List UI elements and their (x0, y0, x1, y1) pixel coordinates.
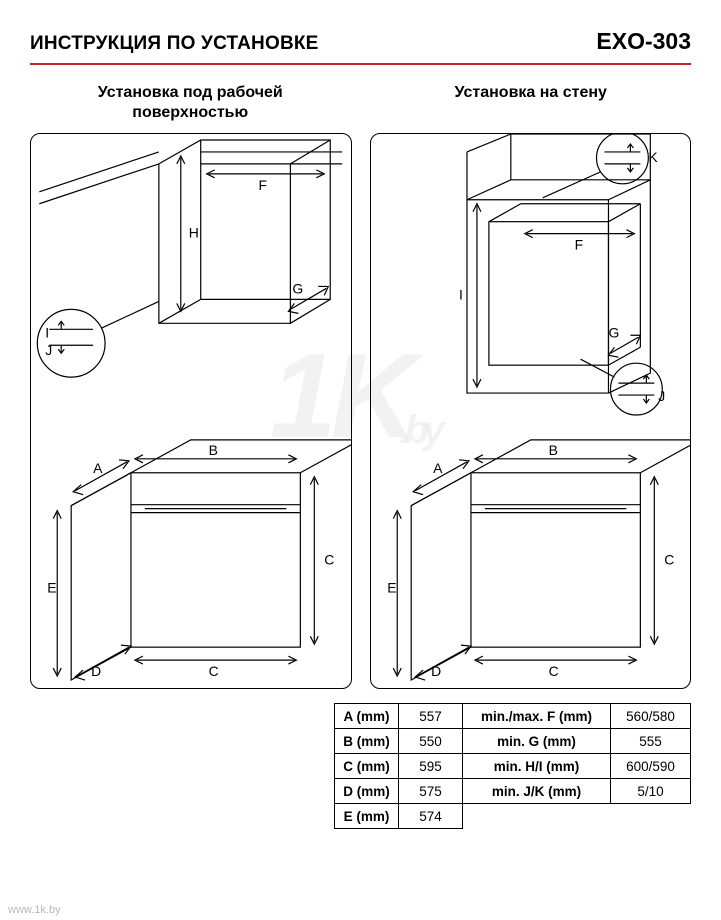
label-C-2b: C (548, 663, 558, 679)
subtitle-left-l2: поверхностью (132, 104, 248, 121)
cell-HI-label: min. H/I (mm) (463, 754, 611, 779)
table-row: C (mm) 595 min. H/I (mm) 600/590 (335, 754, 691, 779)
diagram-wall-mount: I F G K J (371, 134, 691, 688)
dimensions-table: A (mm) 557 min./max. F (mm) 560/580 B (m… (334, 703, 691, 829)
label-D-1: D (91, 663, 101, 679)
label-E-1: E (47, 579, 56, 595)
table-row: A (mm) 557 min./max. F (mm) 560/580 (335, 704, 691, 729)
subtitles-row: Установка под рабочей поверхностью Устан… (30, 83, 691, 123)
cell-B-value: 550 (399, 729, 463, 754)
page-title: ИНСТРУКЦИЯ ПО УСТАНОВКЕ (30, 33, 319, 55)
cell-C-value: 595 (399, 754, 463, 779)
cell-F-value: 560/580 (611, 704, 691, 729)
label-I2: I (459, 286, 463, 302)
label-K: K (648, 149, 658, 165)
cell-JK-label: min. J/K (mm) (463, 779, 611, 804)
panel-under-counter: H F G I J (30, 133, 352, 689)
label-G: G (292, 280, 303, 296)
diagram-under-counter: H F G I J (31, 134, 351, 688)
label-J2: J (658, 388, 665, 404)
label-B-1: B (209, 442, 218, 458)
label-E-2: E (387, 579, 396, 595)
subtitle-left-l1: Установка под рабочей (98, 84, 283, 101)
cell-HI-value: 600/590 (611, 754, 691, 779)
header-rule (30, 63, 691, 65)
label-C-2: C (664, 551, 674, 567)
cell-B-label: B (mm) (335, 729, 399, 754)
table-row: B (mm) 550 min. G (mm) 555 (335, 729, 691, 754)
cell-JK-value: 5/10 (611, 779, 691, 804)
cell-G-label: min. G (mm) (463, 729, 611, 754)
cell-E-value: 574 (399, 804, 463, 829)
table-row: E (mm) 574 (335, 804, 691, 829)
cell-G-value: 555 (611, 729, 691, 754)
label-A-2: A (433, 460, 443, 476)
model-number: EXO-303 (596, 28, 691, 55)
label-F2: F (574, 237, 583, 253)
label-F: F (259, 177, 268, 193)
cell-A-label: A (mm) (335, 704, 399, 729)
table-row: D (mm) 575 min. J/K (mm) 5/10 (335, 779, 691, 804)
label-J: J (45, 342, 52, 358)
cell-D-label: D (mm) (335, 779, 399, 804)
footer-url: www.1k.by (8, 904, 61, 916)
subtitle-left: Установка под рабочей поверхностью (30, 83, 351, 123)
subtitle-right: Установка на стену (371, 83, 692, 123)
label-B-2: B (548, 442, 557, 458)
cell-E-label: E (mm) (335, 804, 399, 829)
cell-D-value: 575 (399, 779, 463, 804)
label-D-2: D (431, 663, 441, 679)
cell-A-value: 557 (399, 704, 463, 729)
label-H: H (189, 225, 199, 241)
panel-wall-mount: I F G K J (370, 133, 692, 689)
label-C-1: C (324, 551, 334, 567)
cell-F-label: min./max. F (mm) (463, 704, 611, 729)
cell-C-label: C (mm) (335, 754, 399, 779)
label-C-1b: C (209, 663, 219, 679)
label-I: I (45, 324, 49, 340)
label-G2: G (608, 324, 619, 340)
header: ИНСТРУКЦИЯ ПО УСТАНОВКЕ EXO-303 (30, 28, 691, 61)
label-A-1: A (93, 460, 103, 476)
